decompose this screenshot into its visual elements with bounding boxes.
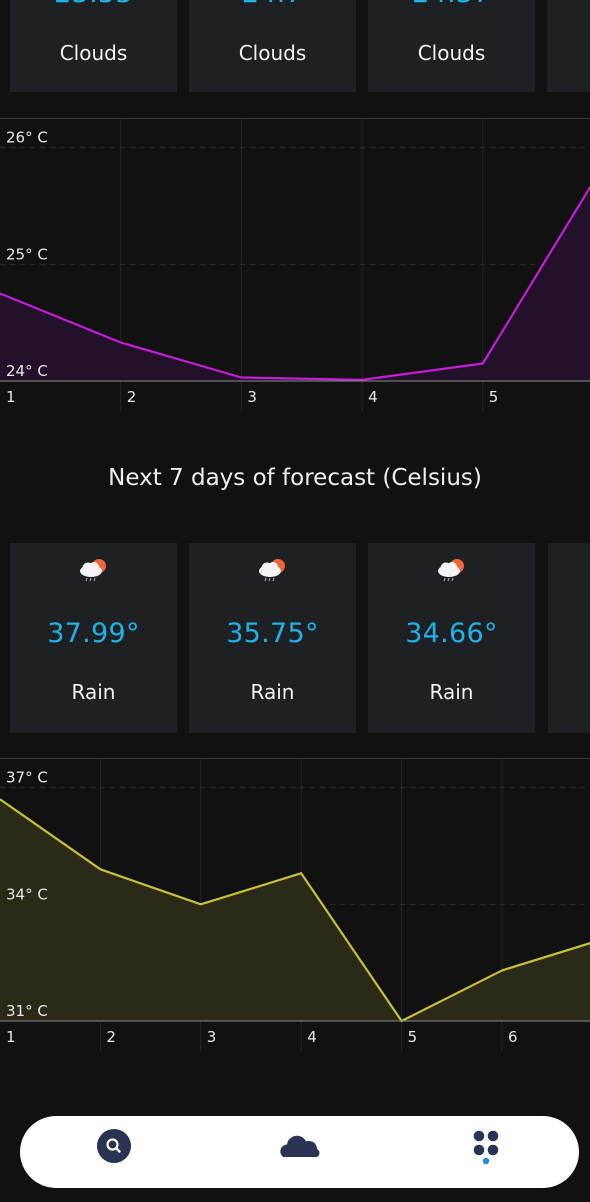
hourly-card[interactable]: 24.37 Clouds [368,0,535,92]
chart-x-tick-label: 1 [6,388,16,406]
cloud-rain-sun-icon [80,559,106,582]
chart-y-tick-label: 24° C [6,362,48,380]
chart-y-tick-label: 34° C [6,885,48,903]
daily-card[interactable]: 35.75° Rain [189,543,356,733]
daily-card-temp: 35.75° [226,618,319,649]
chart-y-tick-label: 26° C [6,129,48,147]
hourly-chart-svg: 26° C 25° C 24° C 1 2 3 4 5 [0,118,590,411]
chart-x-tick-label: 4 [368,388,378,406]
chart-area-fill [0,799,590,1021]
hourly-card[interactable]: 24.7 Clouds [189,0,356,92]
chart-y-tick-label: 25° C [6,245,48,263]
chart-area-fill [0,187,590,381]
hourly-card-desc: Clouds [59,41,128,65]
chart-series-line [0,798,590,1023]
active-indicator-dot [482,1157,490,1165]
chart-x-tick-label: 5 [408,1028,418,1046]
cloud-rain-sun-icon [438,559,464,582]
chart-series-line [0,185,590,381]
daily-forecast-cards[interactable]: 37.99° Rain 35.75° Rain 34.66° Rain [0,543,590,733]
hourly-card-temp: 23.53 [10,0,177,9]
chart-x-tick-label: 3 [247,388,257,406]
hourly-card-desc: Clouds [417,41,486,65]
daily-card[interactable]: 34.66° Rain [368,543,535,733]
daily-temperature-chart: 37° C 34° C 31° C 1 2 3 4 5 6 [0,758,590,1058]
hourly-card-temp: 24.7 [189,0,356,9]
hourly-card-temp: 24.37 [368,0,535,9]
chart-x-tick-label: 1 [6,1028,16,1046]
hourly-temperature-chart: 26° C 25° C 24° C 1 2 3 4 5 [0,118,590,418]
hourly-card[interactable]: 23.53 Clouds [10,0,177,92]
daily-card-temp: 34.66° [405,618,498,649]
daily-card[interactable]: 37.99° Rain [10,543,177,733]
hourly-card-desc: Clouds [238,41,307,65]
nav-weather-button[interactable] [276,1128,324,1176]
chart-x-tick-label: 2 [106,1028,116,1046]
chart-x-tick-label: 4 [307,1028,317,1046]
search-icon [97,1129,131,1163]
daily-card-desc: Rain [71,680,116,704]
chart-y-tick-label: 37° C [6,769,48,787]
nav-search-button[interactable] [90,1128,138,1176]
chart-x-tick-label: 6 [508,1028,518,1046]
daily-card-temp: 37.99° [47,618,140,649]
chart-x-tick-label: 5 [489,388,499,406]
daily-forecast-title: Next 7 days of forecast (Celsius) [108,465,482,491]
dots-grid-icon [473,1130,499,1165]
daily-chart-svg: 37° C 34° C 31° C 1 2 3 4 5 6 [0,758,590,1051]
cloud-icon [280,1135,320,1157]
daily-card[interactable] [548,543,590,733]
chart-x-tick-label: 3 [207,1028,217,1046]
daily-card-desc: Rain [250,680,295,704]
nav-more-button[interactable] [462,1128,510,1176]
bottom-navigation-bar [20,1116,579,1188]
cloud-rain-sun-icon [259,559,285,582]
hourly-forecast-cards[interactable]: 23.53 Clouds 24.7 Clouds 24.37 Clouds [0,0,590,92]
chart-x-tick-label: 2 [127,388,137,406]
daily-card-desc: Rain [429,680,474,704]
hourly-card[interactable] [547,0,590,92]
chart-y-tick-label: 31° C [6,1002,48,1020]
